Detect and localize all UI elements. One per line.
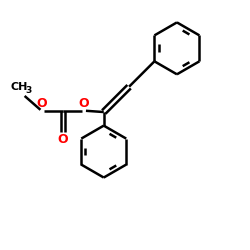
Text: O: O (79, 98, 89, 110)
Text: O: O (58, 133, 68, 146)
Text: 3: 3 (26, 86, 32, 95)
Text: CH: CH (11, 82, 28, 92)
Text: O: O (36, 98, 47, 110)
